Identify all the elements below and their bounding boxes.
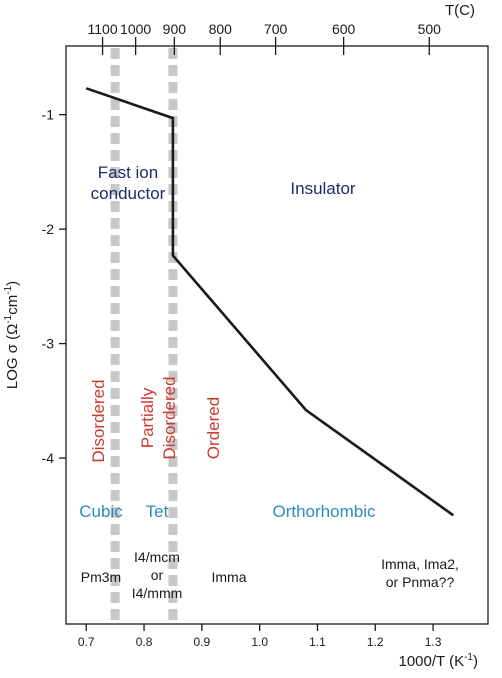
pm3m-label: Pm3m	[81, 569, 121, 585]
x-axis-title: 1000/T (K-1)	[398, 652, 478, 670]
y-tick-label: -3	[42, 336, 55, 352]
ordered-label: Ordered	[204, 397, 223, 459]
y-tick-label: -2	[42, 221, 55, 237]
top-axis-ticks: 1100 1000 900 800 700 600 500	[88, 21, 442, 55]
i4-label-line3: I4/mmm	[132, 585, 183, 601]
x-tick-label: 1.1	[309, 635, 326, 649]
y-tick-label: -4	[42, 450, 55, 466]
top-tick-label: 1000	[120, 21, 151, 37]
x-tick-label: 0.9	[194, 635, 211, 649]
y-tick-label: -1	[42, 107, 55, 123]
imma-label: Imma	[212, 569, 247, 585]
x-tick-label: 1.3	[425, 635, 442, 649]
orthorhombic-label: Orthorhombic	[273, 502, 376, 521]
top-tick-label: 700	[264, 21, 288, 37]
top-tick-label: 600	[332, 21, 356, 37]
top-tick-label: 800	[209, 21, 233, 37]
space-groups-label-line1: Imma, Ima2,	[381, 556, 459, 572]
top-axis-title: T(C)	[445, 2, 475, 19]
tet-label: Tet	[146, 502, 169, 521]
x-tick-label: 0.8	[136, 635, 153, 649]
partially-disordered-label-line1: Partially	[138, 387, 157, 448]
y-axis-title: LOG σ (Ω-1cm-1)	[3, 281, 21, 389]
conductivity-line-1	[85, 87, 455, 517]
space-groups-label-line2: or Pnma??	[386, 574, 455, 590]
x-tick-label: 1.0	[251, 635, 268, 649]
fast-ion-label-line1: Fast ion	[98, 163, 158, 182]
top-tick-label: 500	[418, 21, 442, 37]
fast-ion-label-line2: conductor	[91, 184, 166, 203]
x-tick-label: 0.7	[78, 635, 95, 649]
plot-frame	[65, 45, 489, 625]
i4-label-line1: I4/mcm	[134, 549, 180, 565]
insulator-label: Insulator	[290, 179, 356, 198]
phase-boundaries	[110, 48, 178, 622]
top-tick-label: 1100	[88, 21, 118, 37]
disordered-label: Disordered	[89, 379, 108, 462]
cubic-label: Cubic	[79, 502, 123, 521]
top-tick-label: 900	[163, 21, 187, 37]
x-axis-ticks: 0.7 0.8 0.9 1.0 1.1 1.2 1.3	[78, 624, 442, 649]
i4-label-line2: or	[151, 567, 164, 583]
partially-disordered-label-line2: Disordered	[160, 376, 179, 459]
x-tick-label: 1.2	[367, 635, 384, 649]
y-axis-ticks: -1 -2 -3 -4	[42, 107, 66, 466]
series-group	[85, 87, 455, 517]
